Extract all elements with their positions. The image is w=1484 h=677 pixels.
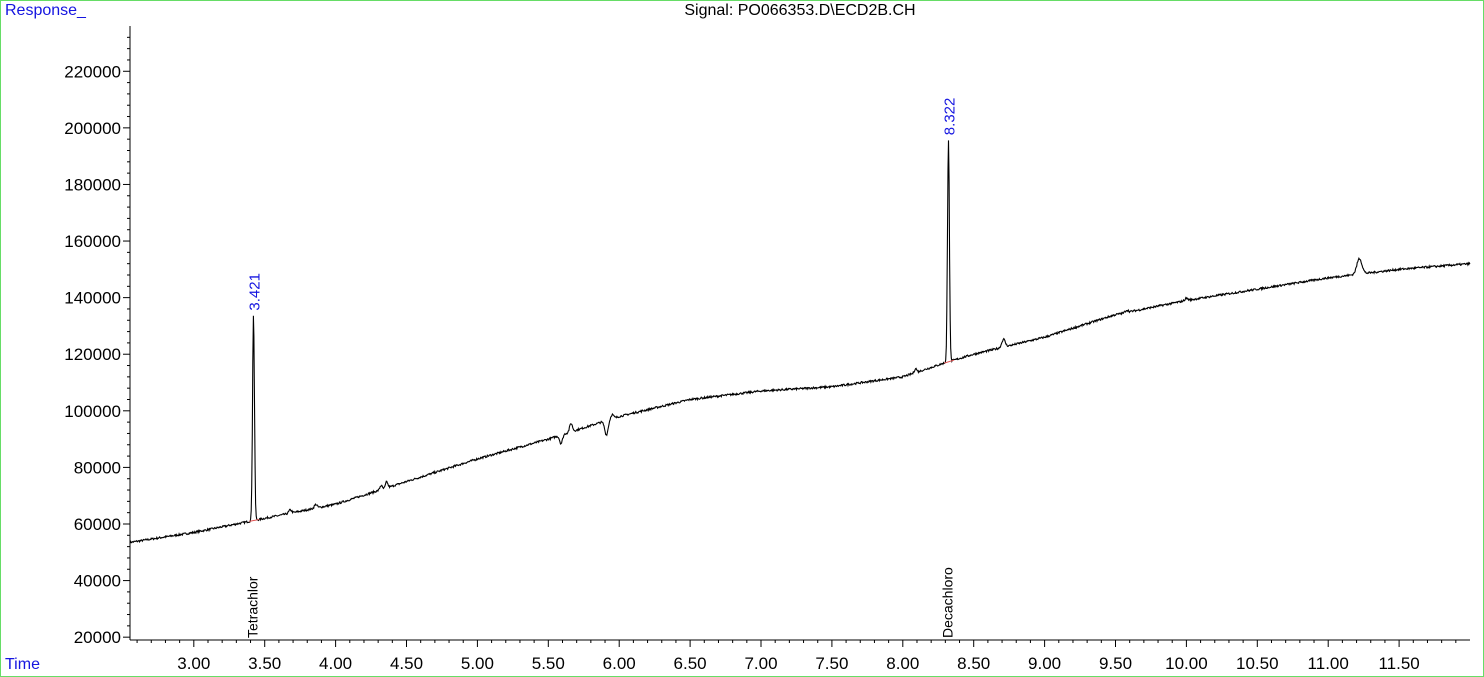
x-tick-label: 4.50	[390, 654, 423, 673]
y-tick-label: 20000	[74, 628, 121, 647]
y-tick-label: 200000	[64, 119, 121, 138]
y-tick-label: 220000	[64, 62, 121, 81]
y-tick-label: 160000	[64, 232, 121, 251]
x-tick-label: 11.50	[1378, 654, 1419, 673]
y-tick-label: 60000	[74, 515, 121, 534]
integration-baseline	[944, 359, 955, 364]
x-tick-label: 8.00	[886, 654, 919, 673]
y-tick-label: 180000	[64, 175, 121, 194]
compound-label: Tetrachlor	[245, 576, 261, 638]
x-tick-label: 5.50	[532, 654, 565, 673]
y-tick-label: 100000	[64, 402, 121, 421]
y-tick-label: 140000	[64, 289, 121, 308]
chart-title: Signal: PO066353.D\ECD2B.CH	[684, 2, 916, 19]
x-tick-label: 3.50	[248, 654, 281, 673]
y-tick-label: 80000	[74, 458, 121, 477]
compound-label: Decachloro	[939, 567, 955, 638]
x-tick-label: 7.50	[815, 654, 848, 673]
x-tick-label: 11.00	[1308, 654, 1349, 673]
labels-layer: 3.421 Tetrachlor 8.322 Decachloro	[245, 98, 959, 638]
y-tick-label: 120000	[64, 345, 121, 364]
x-tick-label: 5.00	[461, 654, 494, 673]
x-tick-label: 7.00	[744, 654, 777, 673]
axes: 20000 40000 60000 80000 100000 120000 140000 16…	[64, 26, 1470, 673]
x-tick-label: 10.50	[1236, 654, 1279, 673]
y-axis-label: Response_	[5, 2, 86, 19]
trace-layer	[129, 140, 1471, 544]
x-tick-label: 9.50	[1099, 654, 1132, 673]
integration-baseline	[249, 518, 260, 522]
peak-rt-label: 8.322	[941, 98, 958, 136]
y-tick-label: 40000	[74, 572, 121, 591]
x-tick-label: 3.00	[177, 654, 210, 673]
x-axis-label: Time	[5, 656, 40, 673]
x-tick-label: 6.00	[603, 654, 636, 673]
x-tick-label: 9.00	[1028, 654, 1061, 673]
signal-trace	[129, 140, 1471, 544]
x-tick-label: 4.00	[319, 654, 352, 673]
x-tick-label: 10.00	[1165, 654, 1208, 673]
peak-rt-label: 3.421	[247, 273, 264, 311]
x-tick-label: 6.50	[674, 654, 707, 673]
x-tick-label: 8.50	[957, 654, 990, 673]
